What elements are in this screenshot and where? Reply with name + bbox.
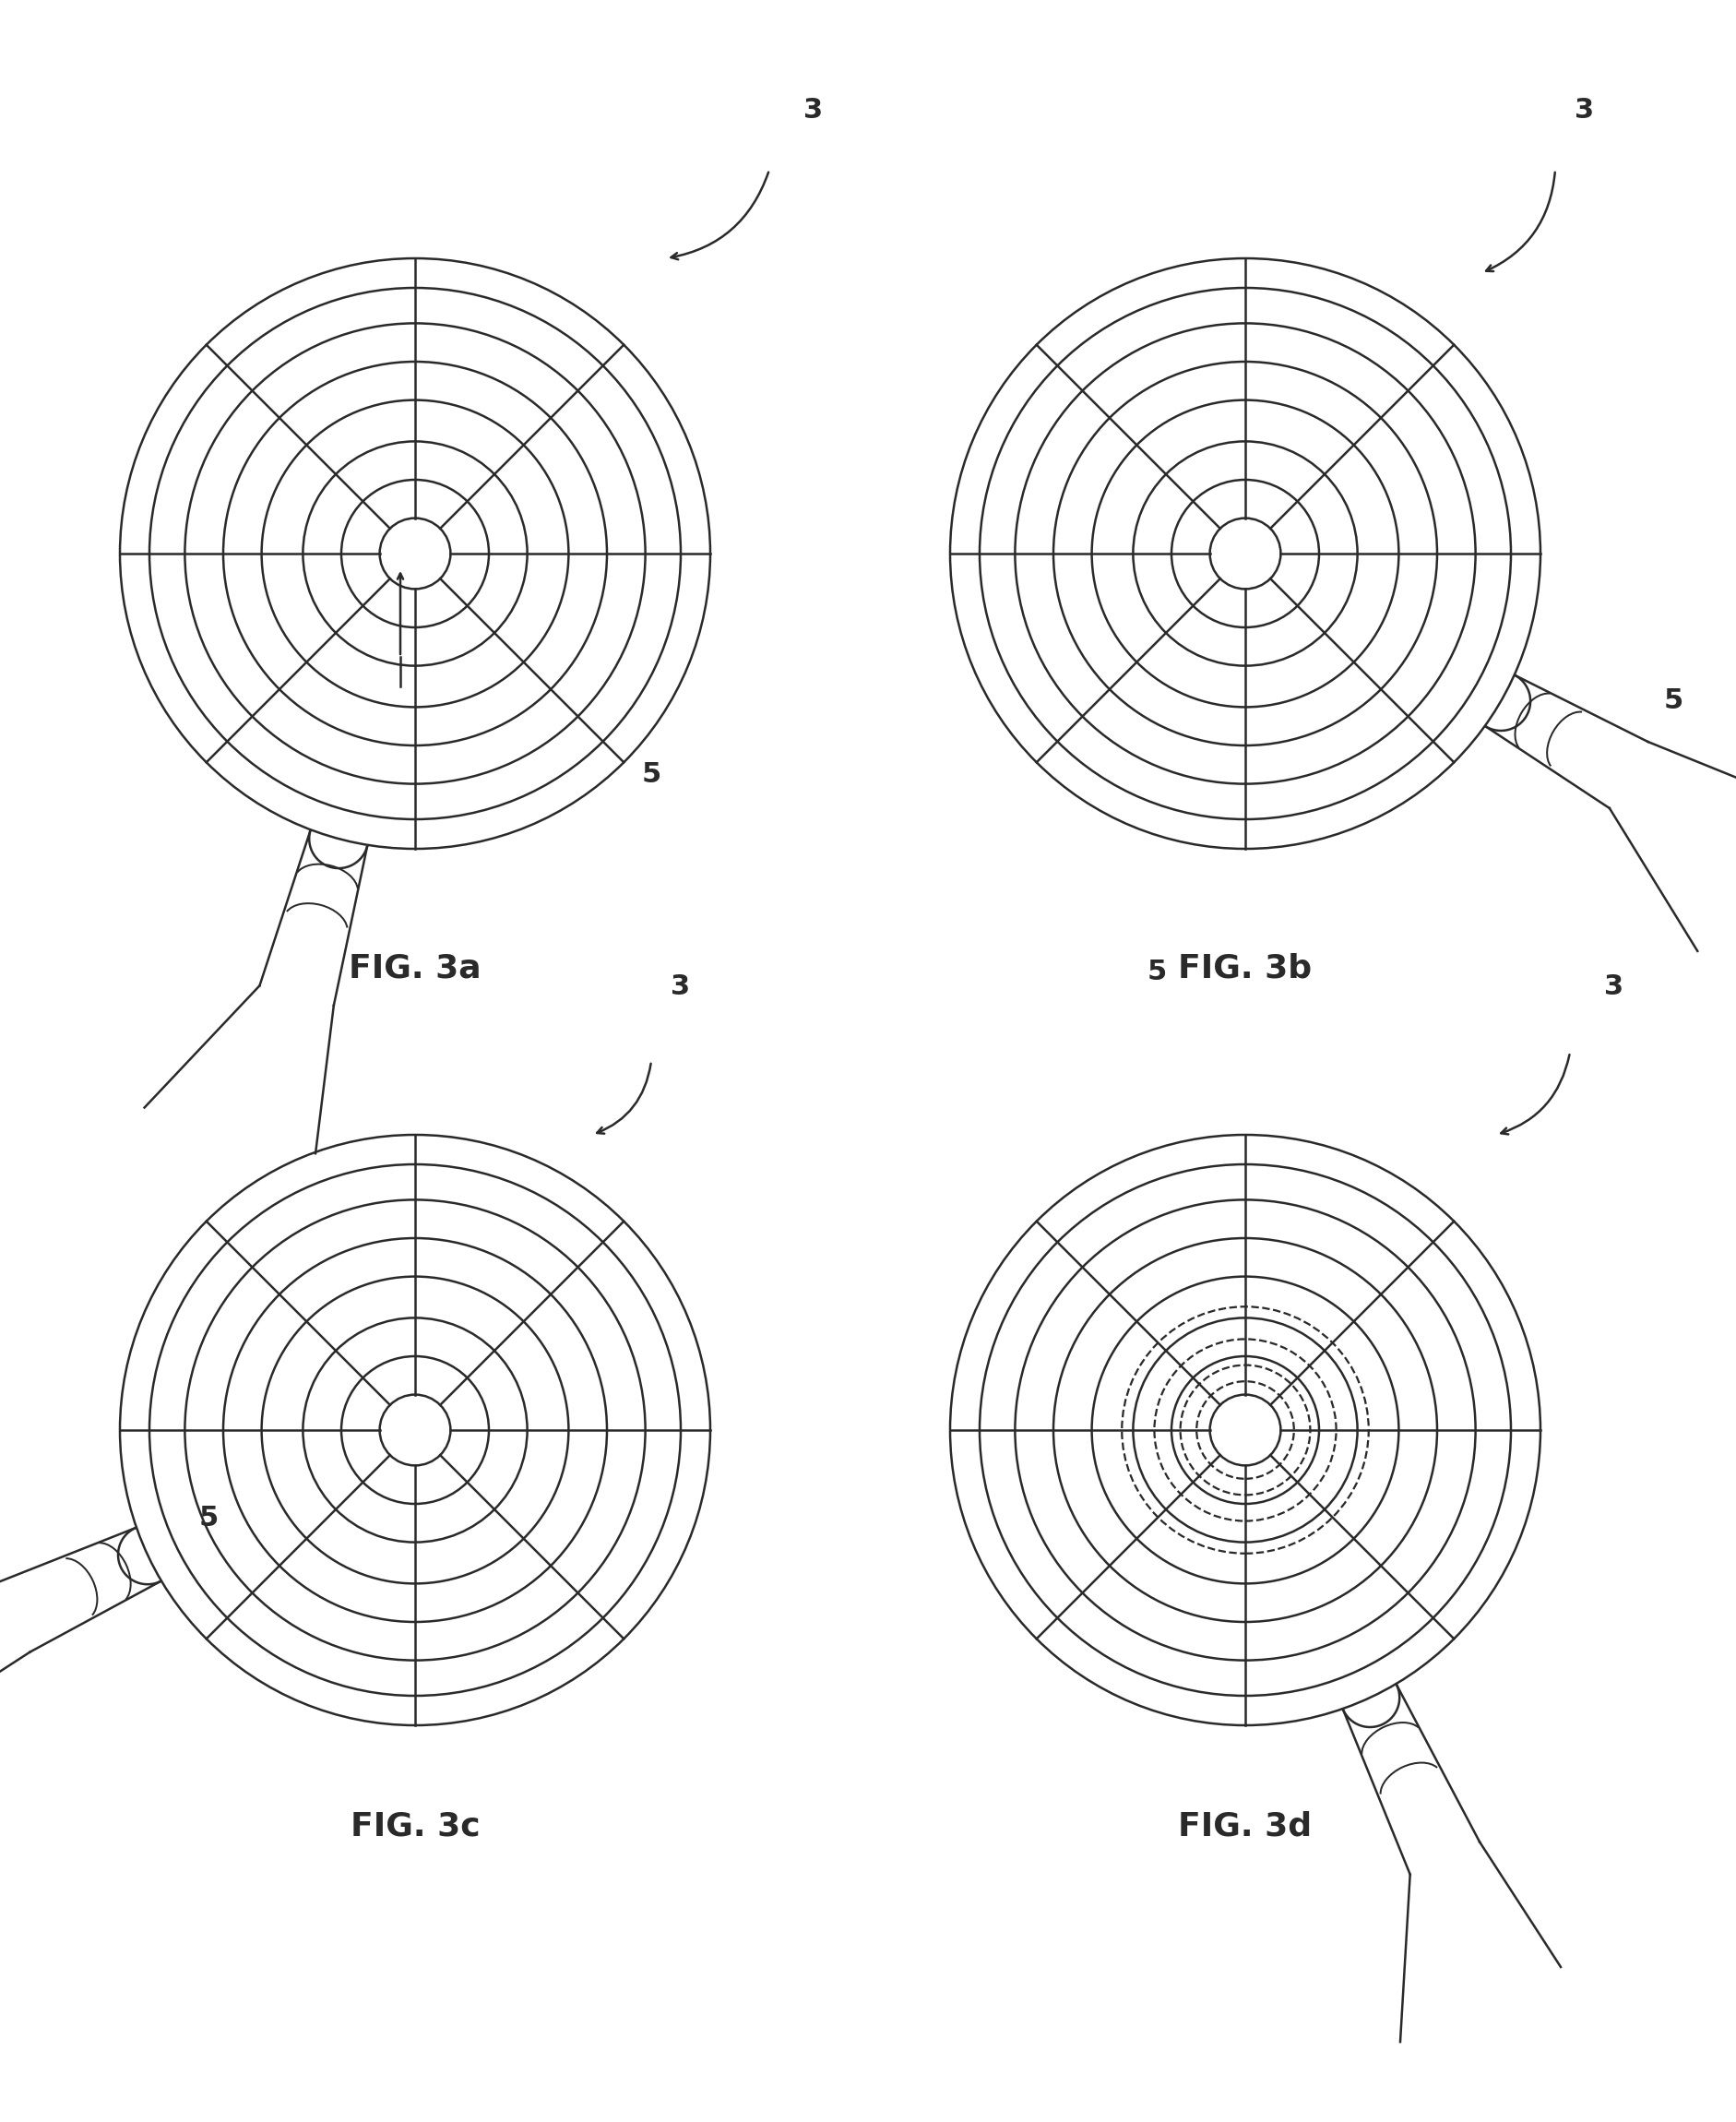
Text: FIG. 3a: FIG. 3a (349, 953, 481, 985)
Text: 5: 5 (641, 762, 661, 789)
Text: FIG. 3d: FIG. 3d (1179, 1810, 1312, 1842)
Text: 5: 5 (198, 1504, 219, 1532)
Text: FIG. 3c: FIG. 3c (351, 1810, 479, 1842)
Text: 3: 3 (1604, 974, 1623, 1002)
Text: 3: 3 (804, 98, 823, 123)
Text: 3: 3 (1575, 98, 1594, 123)
Text: 5: 5 (1663, 688, 1684, 715)
Text: 5: 5 (1147, 959, 1167, 987)
Text: 3: 3 (672, 974, 691, 1002)
Text: FIG. 3b: FIG. 3b (1179, 953, 1312, 985)
